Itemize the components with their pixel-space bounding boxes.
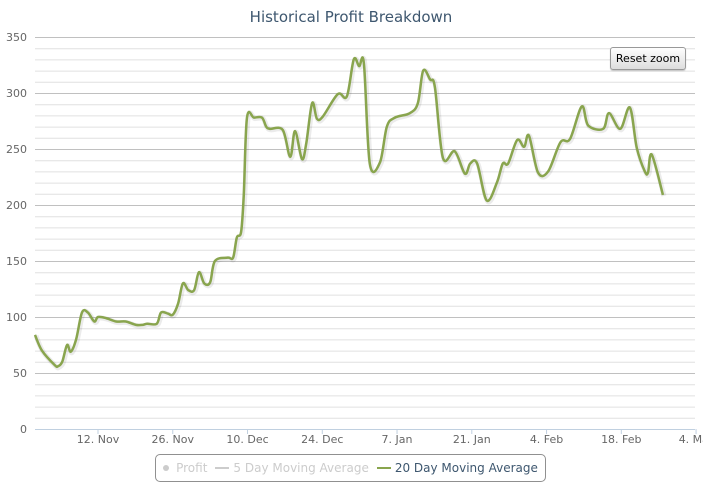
x-tick-label: 10. Dec xyxy=(226,433,268,446)
x-tick-label: 12. Nov xyxy=(77,433,120,446)
x-tick-label: 24. Dec xyxy=(301,433,343,446)
legend-label: Profit xyxy=(176,461,208,475)
y-tick-label: 250 xyxy=(6,143,27,156)
series-layer xyxy=(33,55,667,371)
legend-item-20day[interactable]: 20 Day Moving Average xyxy=(376,461,538,475)
line-marker-icon xyxy=(215,467,230,469)
y-tick-label: 350 xyxy=(6,31,27,44)
legend-label: 20 Day Moving Average xyxy=(394,461,538,475)
y-tick-label: 200 xyxy=(6,199,27,212)
series-line-20-day-moving-average xyxy=(33,56,665,369)
x-tick-label: 7. Jan xyxy=(382,433,413,446)
x-tick-label: 26. Nov xyxy=(152,433,195,446)
x-axis: 12. Nov 26. Nov 10. Dec 24. Dec 7. Jan 21. Ja… xyxy=(77,429,703,446)
y-tick-label: 300 xyxy=(6,87,27,100)
legend: Profit 5 Day Moving Average 20 Day Movin… xyxy=(155,454,546,482)
y-tick-label: 150 xyxy=(6,255,27,268)
x-tick-label: 4. Feb xyxy=(530,433,563,446)
y-tick-label: 100 xyxy=(6,311,27,324)
legend-label: 5 Day Moving Average xyxy=(233,461,369,475)
x-tick-label: 18. Feb xyxy=(601,433,641,446)
line-marker-icon xyxy=(376,467,391,469)
y-axis: 0 50 100 150 200 250 300 350 xyxy=(6,31,27,436)
y-tick-label: 50 xyxy=(13,367,27,380)
legend-item-profit[interactable]: Profit xyxy=(163,461,207,475)
circle-marker-icon xyxy=(163,465,170,471)
legend-item-5day[interactable]: 5 Day Moving Average xyxy=(215,461,369,475)
chart-title: Historical Profit Breakdown xyxy=(250,8,453,26)
x-tick-label: 4. Mar xyxy=(679,433,703,446)
reset-zoom-button[interactable]: Reset zoom xyxy=(610,47,686,70)
x-tick-label: 21. Jan xyxy=(453,433,491,446)
y-tick-label: 0 xyxy=(20,423,27,436)
